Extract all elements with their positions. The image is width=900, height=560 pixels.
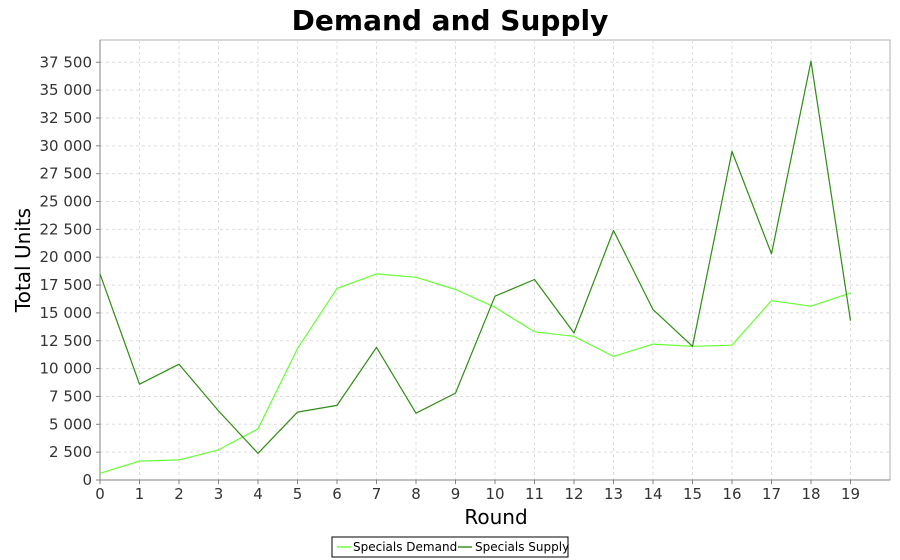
- y-tick-label: 35 000: [40, 81, 93, 99]
- x-tick-label: 12: [564, 485, 583, 503]
- y-tick-label: 15 000: [40, 304, 93, 322]
- y-axis-label: Total Units: [11, 208, 35, 313]
- x-tick-label: 15: [683, 485, 702, 503]
- chart-title: Demand and Supply: [292, 4, 609, 37]
- x-tick-label: 14: [643, 485, 662, 503]
- y-tick-label: 7 500: [49, 387, 92, 405]
- y-tick-label: 22 500: [40, 220, 93, 238]
- chart-grid: [99, 40, 890, 481]
- x-tick-label: 6: [332, 485, 342, 503]
- x-tick-label: 8: [411, 485, 421, 503]
- y-tick-label: 0: [82, 471, 92, 489]
- chart-axes: [96, 40, 890, 484]
- y-tick-label: 10 000: [40, 360, 93, 378]
- y-tick-label: 12 500: [40, 332, 93, 350]
- chart-legend: Specials Demand Specials Supply: [331, 536, 569, 558]
- x-tick-label: 10: [485, 485, 504, 503]
- x-tick-label: 2: [174, 485, 184, 503]
- y-tick-label: 30 000: [40, 137, 93, 155]
- y-tick-label: 5 000: [49, 415, 92, 433]
- x-tick-label: 17: [762, 485, 781, 503]
- x-tick-label: 16: [722, 485, 741, 503]
- x-tick-label: 11: [525, 485, 544, 503]
- tick-label-layer: 0 2 500 5 000 7 500 10 000 12 500 15 000 17 500…: [40, 53, 861, 503]
- y-tick-label: 17 500: [40, 276, 93, 294]
- x-tick-label: 19: [841, 485, 860, 503]
- legend-label: Specials Demand: [353, 540, 457, 554]
- series-line-specials-demand: [99, 273, 851, 474]
- x-tick-label: 0: [95, 485, 105, 503]
- y-tick-label: 32 500: [40, 109, 93, 127]
- x-tick-label: 7: [372, 485, 382, 503]
- x-tick-label: 5: [293, 485, 303, 503]
- y-tick-label: 2 500: [49, 443, 92, 461]
- chart-series-layer: [99, 60, 852, 474]
- x-tick-label: 4: [253, 485, 263, 503]
- series-line-specials-supply: [99, 60, 852, 454]
- x-tick-label: 18: [801, 485, 820, 503]
- x-tick-label: 9: [451, 485, 461, 503]
- legend-label: Specials Supply: [475, 540, 569, 554]
- x-tick-label: 1: [135, 485, 145, 503]
- y-tick-label: 25 000: [40, 193, 93, 211]
- y-tick-label: 20 000: [40, 248, 93, 266]
- legend-box: [331, 536, 569, 558]
- x-tick-label: 3: [214, 485, 224, 503]
- x-axis-label: Round: [464, 505, 527, 529]
- y-tick-label: 37 500: [40, 53, 93, 71]
- y-tick-label: 27 500: [40, 165, 93, 183]
- x-tick-label: 13: [604, 485, 623, 503]
